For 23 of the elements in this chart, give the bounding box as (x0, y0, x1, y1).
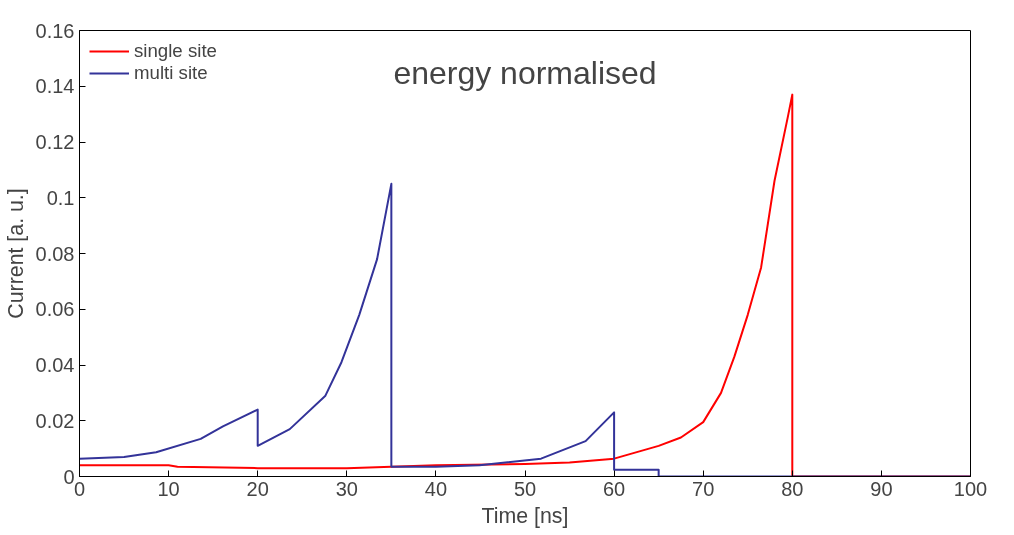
y-tick-label: 0.02 (35, 409, 75, 432)
x-tick-label: 80 (781, 477, 804, 500)
y-tick-label: 0.12 (35, 131, 75, 153)
x-tick-label: 50 (513, 477, 537, 500)
y-tick-label: 0.16 (35, 19, 75, 42)
y-axis-title: Current [a. u.] (3, 188, 28, 319)
x-tick-label: 70 (692, 477, 715, 500)
x-tick-label: 60 (602, 477, 626, 500)
x-tick-label: 30 (335, 477, 358, 500)
legend-label: multi site (134, 62, 208, 84)
x-tick-label: 100 (953, 477, 988, 500)
x-tick-label: 20 (246, 477, 269, 500)
text: energy normalised (393, 54, 657, 91)
x-tick-label: 90 (870, 477, 893, 500)
x-axis-title: Time [ns] (481, 503, 569, 528)
legend-label: single site (134, 40, 217, 62)
y-tick-label: 0.14 (35, 75, 75, 98)
x-tick-label: 10 (157, 477, 180, 500)
y-tick-label: 0.1 (46, 186, 75, 209)
y-tick-label: 0.06 (35, 298, 75, 321)
y-tick-label: 0.04 (35, 354, 75, 376)
y-tick-label: 0.08 (35, 242, 75, 265)
x-tick-label: 40 (424, 477, 448, 500)
